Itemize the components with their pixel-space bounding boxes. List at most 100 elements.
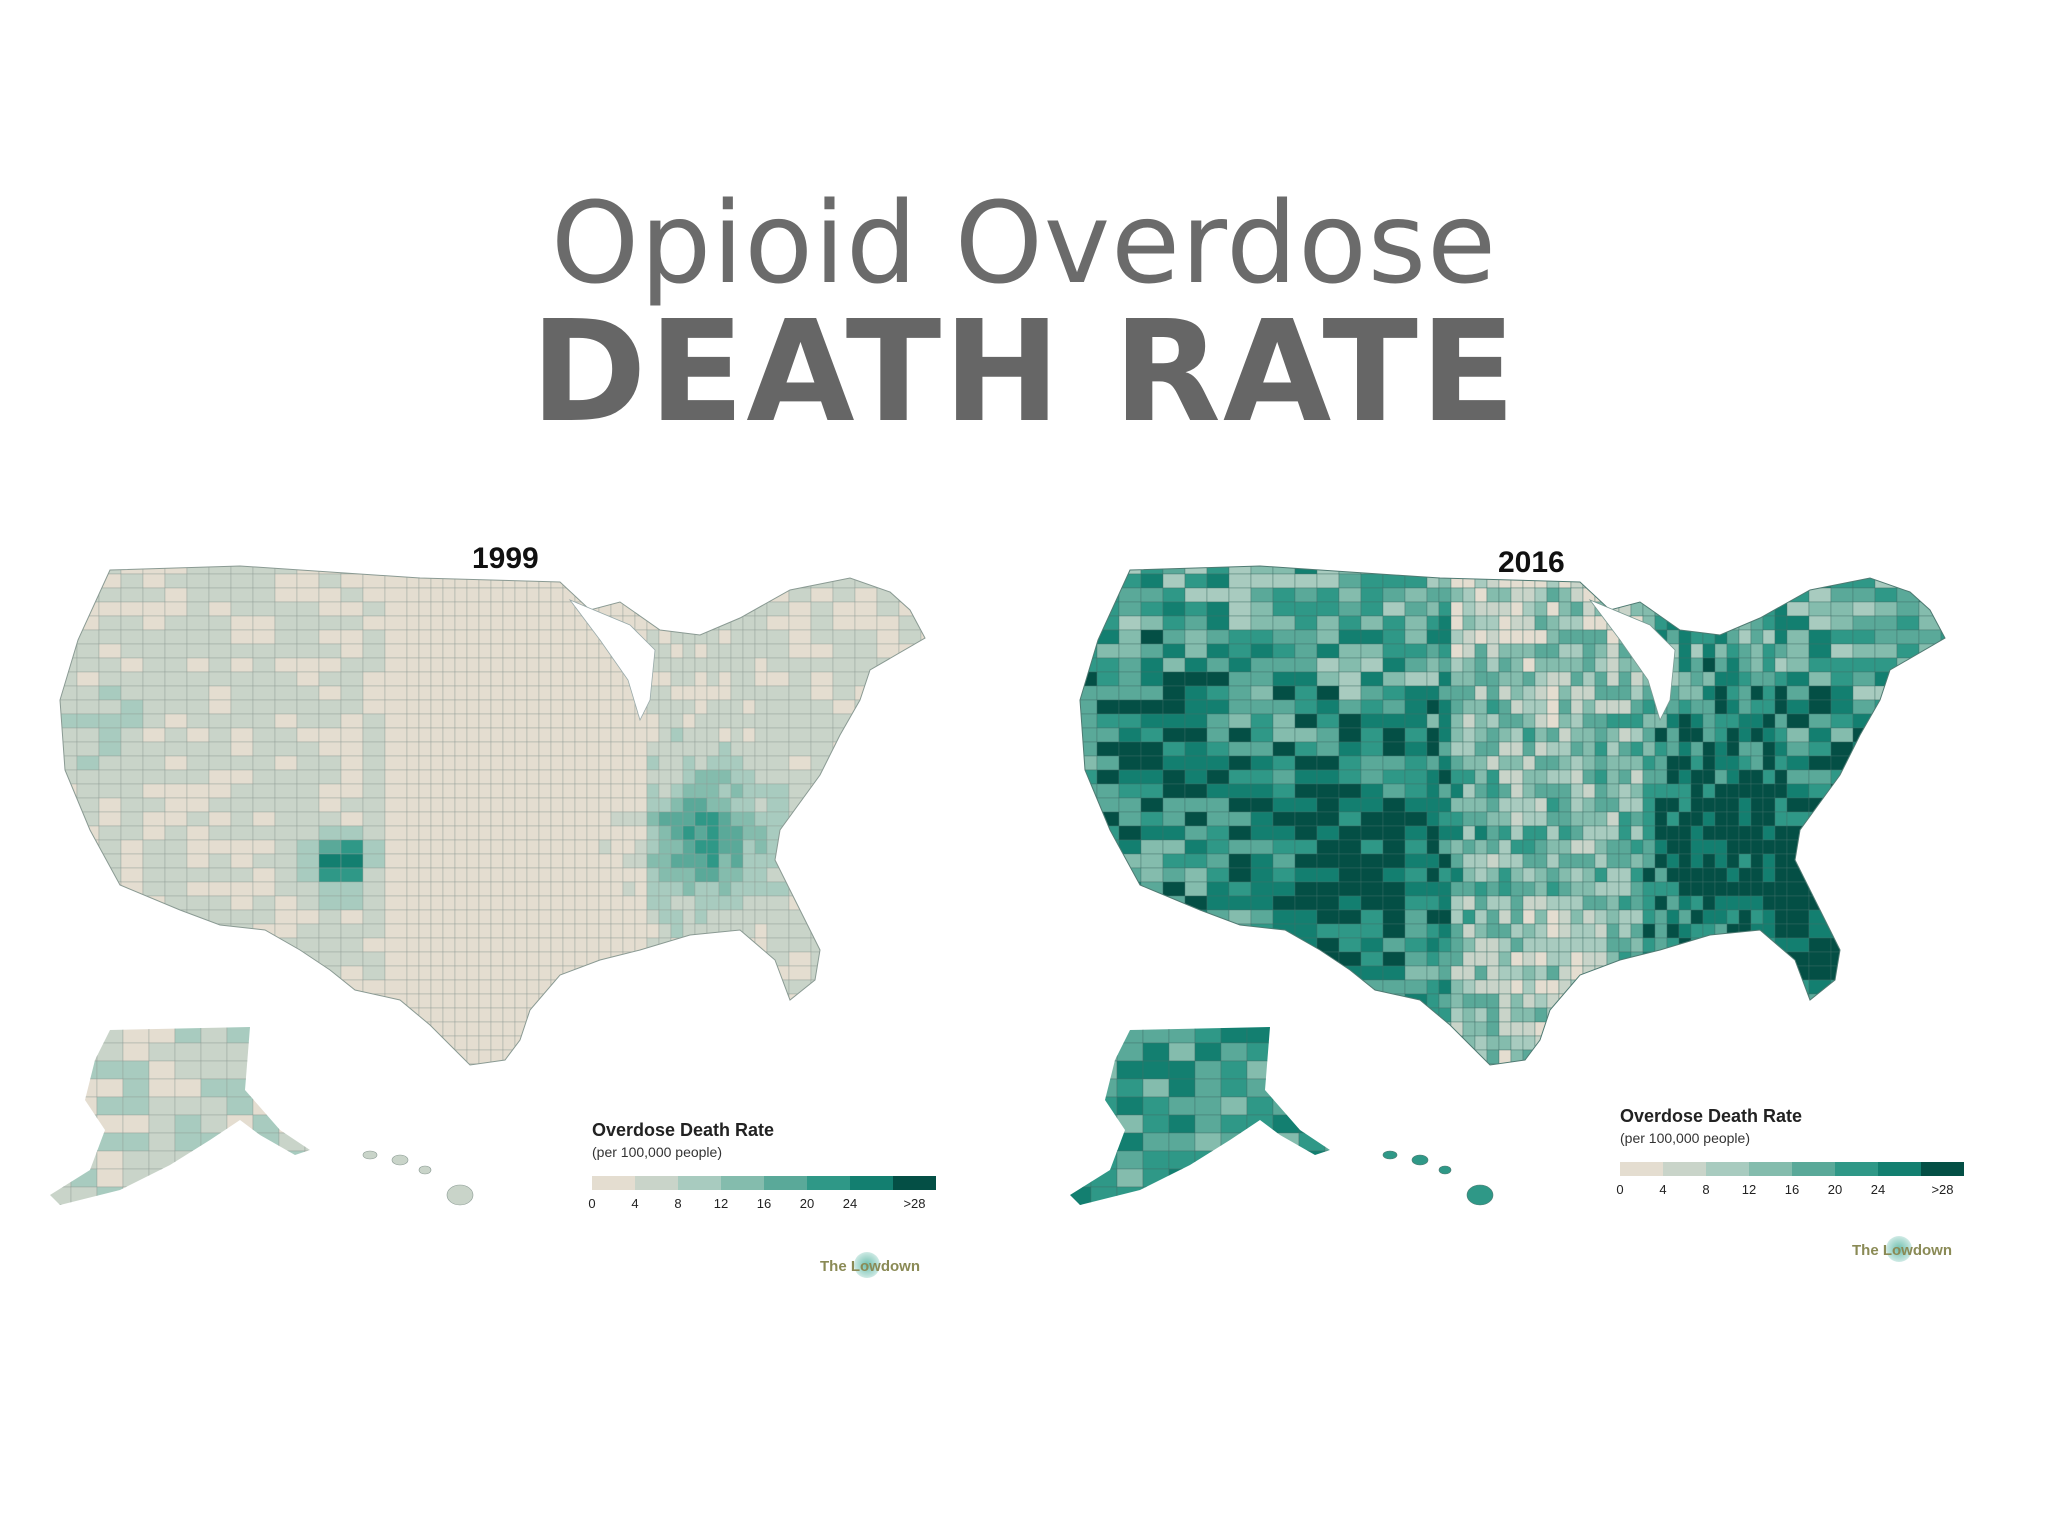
county-cell [1206,825,1230,841]
county-cell [854,713,878,729]
county-cell [562,993,576,1009]
county-cell [810,1021,834,1037]
county-cell [1294,727,1318,743]
county-cell [478,671,492,687]
county-cell [1360,1049,1384,1065]
county-cell [1080,839,1098,855]
county-cell [754,1035,768,1051]
county-cell [1510,685,1524,701]
county-cell [120,811,144,827]
county-cell [502,601,516,617]
county-cell [1618,713,1632,729]
county-cell [98,909,122,925]
county-cell [1546,965,1560,981]
county-cell [1874,993,1898,1009]
county-cell [1678,601,1692,617]
county-cell [1338,993,1362,1009]
county-cell [1338,1049,1362,1065]
county-cell [1194,1114,1222,1134]
county-cell [1294,951,1318,967]
county-cell [730,566,744,575]
county-cell [442,741,456,757]
county-cell [718,895,732,911]
county-cell [502,1021,516,1037]
county-cell [384,1035,408,1051]
county-cell [832,1035,856,1051]
county-cell [1896,825,1920,841]
county-cell [1582,1063,1596,1065]
county-cell [1474,909,1488,925]
county-cell [1118,629,1142,645]
county-cell [1534,615,1548,631]
county-cell [466,1007,480,1023]
county-cell [1096,895,1120,911]
county-cell [274,1063,298,1065]
county-cell [1450,657,1464,673]
county-cell [1726,951,1740,967]
county-cell [1852,867,1876,883]
county-cell [610,566,624,575]
county-cell [340,853,364,869]
county-cell [252,853,276,869]
county-cell [876,1063,900,1065]
county-cell [610,727,624,743]
county-cell [362,783,386,799]
county-cell [754,629,768,645]
county-cell [1630,573,1644,589]
county-cell [920,1007,925,1023]
county-cell [1738,713,1752,729]
county-cell [658,895,672,911]
county-cell [514,601,528,617]
county-cell [340,566,364,575]
county-cell [76,727,100,743]
county-cell [60,923,78,939]
county-cell [1162,629,1186,645]
county-cell [1750,839,1764,855]
county-cell [406,755,420,771]
county-cell [1450,965,1464,981]
county-cell [1404,797,1428,813]
county-cell [1140,979,1164,995]
county-cell [1096,727,1120,743]
county-cell [586,937,600,953]
county-cell [1184,1007,1208,1023]
county-cell [1534,909,1548,925]
county-cell [1220,1150,1248,1170]
county-cell [418,965,432,981]
county-cell [682,895,696,911]
county-cell [164,566,188,575]
county-cell [200,1186,228,1205]
county-cell [1534,951,1548,967]
county-cell [430,566,444,575]
county-cell [1726,811,1740,827]
county-cell [1450,1063,1464,1065]
county-cell [120,573,144,589]
county-cell [832,685,856,701]
county-cell [1738,629,1752,645]
county-cell [1426,909,1440,925]
county-cell [1474,643,1488,659]
county-cell [574,923,588,939]
county-cell [362,601,386,617]
county-cell [208,615,232,631]
county-cell [730,713,744,729]
county-cell [920,797,925,813]
county-cell [252,783,276,799]
county-cell [384,755,408,771]
county-cell [1666,783,1680,799]
county-cell [1830,867,1854,883]
county-cell [230,839,254,855]
county-cell [1852,909,1876,925]
county-cell [1522,923,1536,939]
county-cell [1404,993,1428,1009]
county-cell [1642,965,1656,981]
county-cell [1762,853,1776,869]
county-cell [1438,965,1452,981]
county-cell [1498,615,1512,631]
county-cell [1918,895,1942,911]
county-cell [76,1007,100,1023]
county-cell [1162,965,1186,981]
county-cell [1142,1186,1170,1205]
county-cell [1874,566,1898,575]
county-cell [1570,881,1584,897]
